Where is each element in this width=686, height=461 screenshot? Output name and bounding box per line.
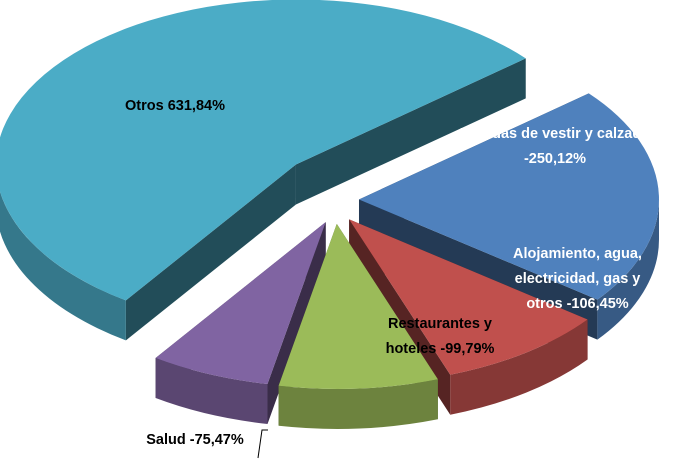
pie-slice bbox=[349, 219, 588, 375]
slice-side bbox=[125, 164, 296, 341]
data-label: Prendas de vestir y calzado -250,12% bbox=[455, 122, 655, 172]
label-value: 631,84% bbox=[167, 98, 225, 114]
data-label: Alojamiento, agua, electricidad, gas y o… bbox=[495, 242, 660, 317]
slice-wall bbox=[0, 191, 126, 341]
label-category: Alojamiento, agua, electricidad, gas y o… bbox=[513, 246, 642, 312]
label-category: Prendas de vestir y calzado bbox=[459, 126, 651, 142]
label-category: Restaurantes y hoteles bbox=[385, 316, 492, 357]
data-label: Salud -75,47% bbox=[120, 428, 270, 453]
slice-wall bbox=[597, 199, 659, 340]
pie-slice bbox=[358, 93, 659, 300]
pie-slice bbox=[0, 0, 526, 301]
data-label: Otros 631,84% bbox=[100, 94, 250, 119]
slice-wall bbox=[155, 358, 268, 424]
label-category: Otros bbox=[125, 98, 164, 114]
label-value: -250,12% bbox=[523, 151, 587, 167]
label-value: -106,45% bbox=[566, 296, 629, 312]
leader-line bbox=[257, 429, 268, 459]
pie-slice bbox=[155, 222, 326, 384]
label-value: -75,47% bbox=[189, 432, 244, 448]
slice-side bbox=[295, 58, 526, 205]
slice-wall bbox=[450, 319, 588, 415]
data-label: Restaurantes y hoteles -99,79% bbox=[365, 312, 515, 362]
label-category: Salud bbox=[146, 432, 186, 448]
pie-slice bbox=[278, 223, 438, 389]
label-value: -99,79% bbox=[440, 341, 495, 357]
slice-wall bbox=[278, 379, 438, 429]
